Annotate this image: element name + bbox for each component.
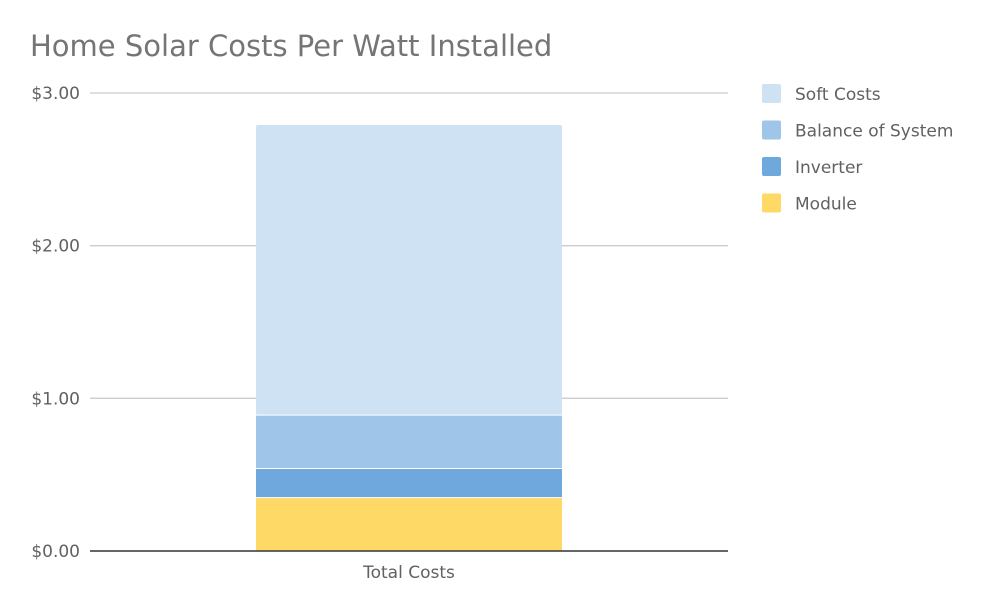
legend-label: Inverter bbox=[795, 158, 862, 178]
legend-item: Soft Costs bbox=[762, 84, 881, 105]
bar-segment-balance-of-system bbox=[256, 415, 562, 469]
bar-segment-inverter bbox=[256, 468, 562, 498]
y-tick-label: $1.00 bbox=[31, 389, 80, 409]
legend: Soft Costs Balance of System Inverter Modul… bbox=[762, 84, 953, 215]
legend-swatch bbox=[762, 120, 781, 140]
bars bbox=[256, 125, 562, 551]
x-axis-labels: Total Costs bbox=[362, 563, 455, 583]
legend-label: Balance of System bbox=[795, 122, 953, 142]
y-axis-ticks: $0.00 $1.00 $2.00 $3.00 bbox=[31, 84, 80, 562]
legend-item: Module bbox=[762, 193, 857, 215]
legend-swatch bbox=[762, 193, 781, 213]
legend-item: Balance of System bbox=[762, 120, 953, 142]
y-tick-label: $2.00 bbox=[31, 237, 80, 257]
legend-item: Inverter bbox=[762, 157, 862, 178]
chart-title: Home Solar Costs Per Watt Installed bbox=[30, 29, 552, 63]
x-category-label: Total Costs bbox=[362, 563, 455, 583]
legend-swatch bbox=[762, 157, 781, 176]
legend-label: Soft Costs bbox=[795, 85, 881, 105]
legend-label: Module bbox=[795, 195, 857, 215]
bar-segment-module bbox=[256, 497, 562, 551]
y-tick-label: $3.00 bbox=[31, 84, 80, 104]
legend-swatch bbox=[762, 84, 781, 103]
y-tick-label: $0.00 bbox=[31, 542, 80, 562]
bar-segment-soft-costs bbox=[256, 125, 562, 416]
